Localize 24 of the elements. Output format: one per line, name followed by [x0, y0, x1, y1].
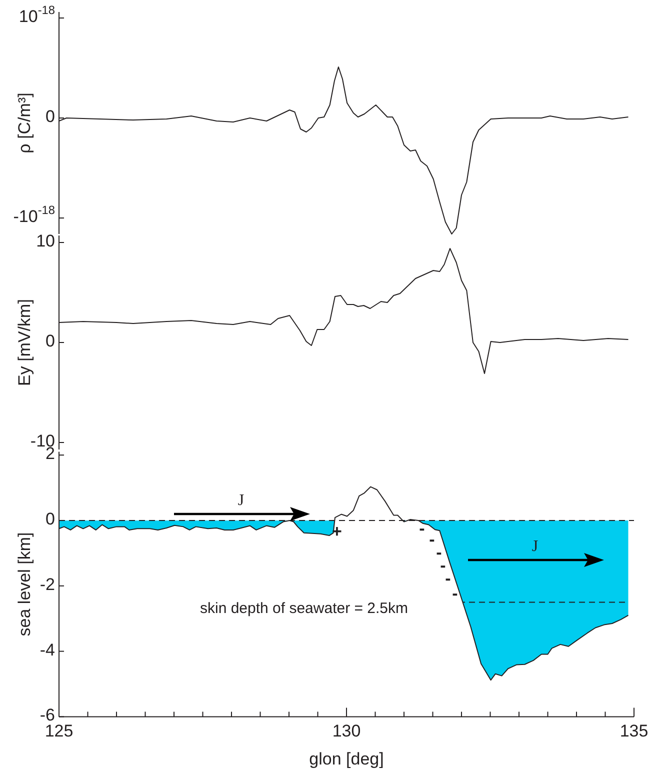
- annotation: -: [452, 584, 458, 604]
- annotation: -: [419, 519, 425, 538]
- annotation: -: [440, 556, 446, 576]
- x-tick-label: 130: [332, 722, 361, 741]
- y-tick-label: 10: [36, 232, 55, 251]
- x-axis-title: glon [deg]: [309, 750, 384, 769]
- y-tick-label: 0: [46, 332, 55, 351]
- y-axis-title: ρ [C/m³]: [15, 92, 34, 154]
- y-tick-label: 0: [46, 107, 55, 126]
- annotation: J: [532, 538, 538, 555]
- y-tick-label: -10$^{-18}$: [13, 203, 56, 226]
- x-tick-label: 135: [620, 722, 648, 741]
- annotation: -: [445, 569, 451, 588]
- annotation: skin depth of seawater = 2.5km: [200, 600, 408, 617]
- annotation: -: [429, 530, 435, 550]
- y-tick-label: 0: [46, 510, 55, 529]
- annotation: +: [332, 522, 342, 542]
- y-axis-title: sea level [km]: [15, 532, 34, 636]
- y-tick-label: -4: [40, 640, 55, 660]
- annotation: -: [436, 543, 442, 562]
- y-tick-label: -2: [40, 575, 55, 594]
- y-axis-title: Ey [mV/km]: [15, 299, 34, 386]
- annotation: J: [238, 492, 244, 509]
- y-tick-label: 10$^{-18}$: [18, 3, 56, 26]
